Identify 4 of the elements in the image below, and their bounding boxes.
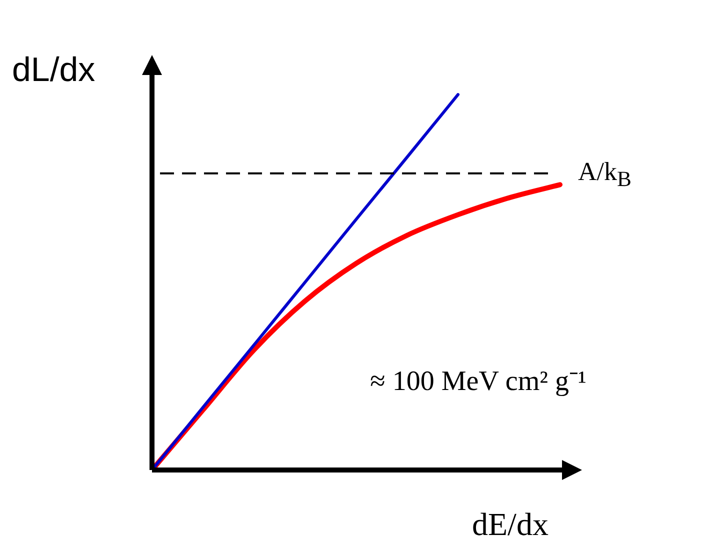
x-axis-title: dE/dx	[472, 506, 548, 542]
y-axis-title: dL/dx	[12, 51, 96, 89]
annotation: ≈ 100 MeV cm² g⁻¹	[370, 366, 586, 397]
ref-line-label: A/k$_{B}$	[578, 157, 632, 192]
